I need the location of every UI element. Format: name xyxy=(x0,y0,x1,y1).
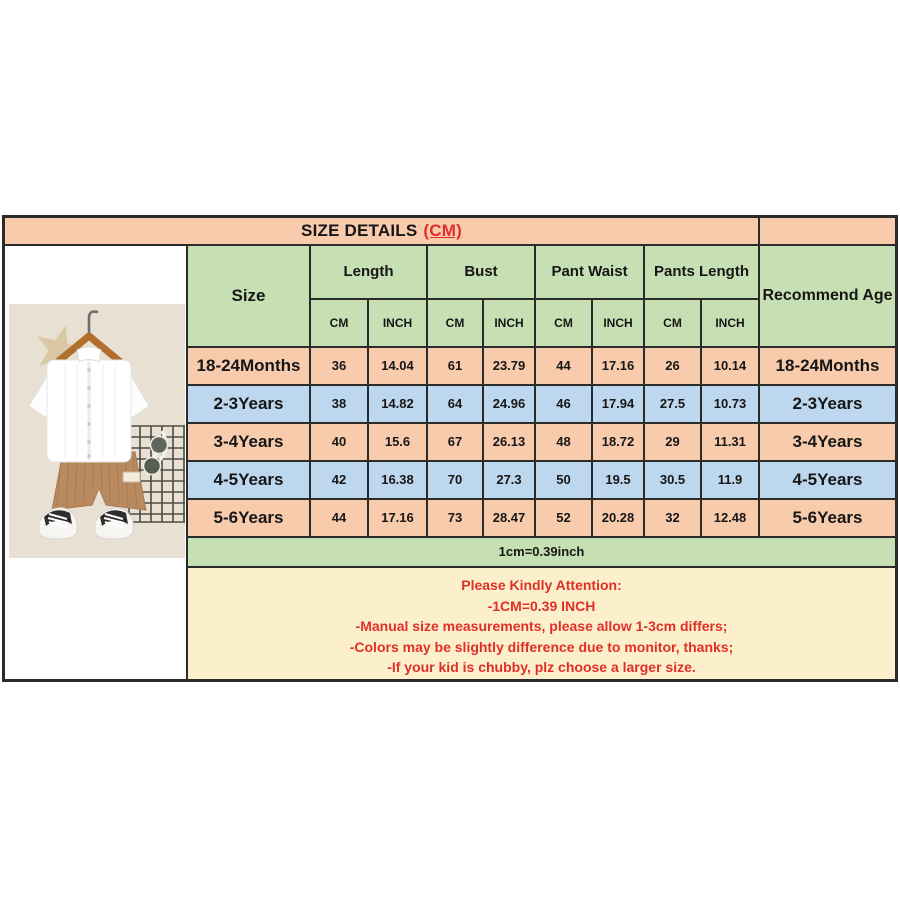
table-cell: 29 xyxy=(644,423,701,461)
table-title-text: SIZE DETAILS xyxy=(301,221,418,241)
unit-header-inch: INCH xyxy=(701,299,759,347)
table-cell: 38 xyxy=(310,385,368,423)
table-cell: 44 xyxy=(310,499,368,537)
table-cell: 32 xyxy=(644,499,701,537)
table-cell: 11.9 xyxy=(701,461,759,499)
table-cell: 20.28 xyxy=(592,499,644,537)
table-cell: 26 xyxy=(644,347,701,385)
size-label: 3-4Years xyxy=(187,423,310,461)
size-label: 5-6Years xyxy=(187,499,310,537)
table-cell: 18.72 xyxy=(592,423,644,461)
column-header-pant-waist: Pant Waist xyxy=(535,245,644,299)
size-label: 18-24Months xyxy=(187,347,310,385)
table-cell: 11.31 xyxy=(701,423,759,461)
table-cell: 52 xyxy=(535,499,592,537)
table-cell: 64 xyxy=(427,385,483,423)
column-header-pants-length: Pants Length xyxy=(644,245,759,299)
sneaker-left xyxy=(38,507,78,540)
conversion-note: 1cm=0.39inch xyxy=(187,537,896,567)
table-cell: 10.73 xyxy=(701,385,759,423)
table-cell: 17.16 xyxy=(592,347,644,385)
unit-header-cm: CM xyxy=(644,299,701,347)
table-cell: 40 xyxy=(310,423,368,461)
table-cell: 24.96 xyxy=(483,385,535,423)
size-details-table: SIZE DETAILS (CM) xyxy=(2,215,898,682)
table-cell: 30.5 xyxy=(644,461,701,499)
table-cell: 19.5 xyxy=(592,461,644,499)
table-cell: 15.6 xyxy=(368,423,427,461)
table-cell: 28.47 xyxy=(483,499,535,537)
attention-line: -If your kid is chubby, plz choose a lar… xyxy=(387,659,696,675)
size-label: 2-3Years xyxy=(187,385,310,423)
recommend-age-label: 4-5Years xyxy=(759,461,896,499)
attention-title: Please Kindly Attention: xyxy=(461,577,622,593)
attention-line: -Colors may be slightly difference due t… xyxy=(349,638,734,655)
table-cell: 50 xyxy=(535,461,592,499)
table-cell: 42 xyxy=(310,461,368,499)
attention-box: Please Kindly Attention: -1CM=0.39 INCH … xyxy=(187,567,896,680)
unit-header-inch: INCH xyxy=(483,299,535,347)
unit-header-cm: CM xyxy=(310,299,368,347)
table-cell: 27.5 xyxy=(644,385,701,423)
table-title-spacer xyxy=(759,217,896,245)
clothes-hanger xyxy=(51,310,127,368)
table-cell: 17.94 xyxy=(592,385,644,423)
table-cell: 46 xyxy=(535,385,592,423)
table-cell: 23.79 xyxy=(483,347,535,385)
table-cell: 14.04 xyxy=(368,347,427,385)
table-cell: 36 xyxy=(310,347,368,385)
column-header-size: Size xyxy=(187,245,310,347)
unit-header-inch: INCH xyxy=(368,299,427,347)
product-photo-cell xyxy=(4,245,187,680)
table-title: SIZE DETAILS (CM) xyxy=(4,217,759,245)
sneaker-right xyxy=(94,507,134,540)
shorts xyxy=(51,451,147,511)
table-cell: 26.13 xyxy=(483,423,535,461)
table-cell: 12.48 xyxy=(701,499,759,537)
shirt-collar xyxy=(76,346,102,363)
unit-header-inch: INCH xyxy=(592,299,644,347)
unit-header-cm: CM xyxy=(427,299,483,347)
table-cell: 17.16 xyxy=(368,499,427,537)
column-header-recommend-age: Recommend Age xyxy=(759,245,896,347)
shirt xyxy=(28,346,150,463)
table-cell: 14.82 xyxy=(368,385,427,423)
size-label: 4-5Years xyxy=(187,461,310,499)
recommend-age-label: 18-24Months xyxy=(759,347,896,385)
table-cell: 16.38 xyxy=(368,461,427,499)
table-cell: 10.14 xyxy=(701,347,759,385)
recommend-age-label: 2-3Years xyxy=(759,385,896,423)
recommend-age-label: 5-6Years xyxy=(759,499,896,537)
table-cell: 67 xyxy=(427,423,483,461)
column-header-bust: Bust xyxy=(427,245,535,299)
table-cell: 48 xyxy=(535,423,592,461)
table-title-unit: (CM) xyxy=(423,221,462,241)
column-header-length: Length xyxy=(310,245,427,299)
table-cell: 73 xyxy=(427,499,483,537)
table-cell: 27.3 xyxy=(483,461,535,499)
table-cell: 61 xyxy=(427,347,483,385)
product-photo xyxy=(9,304,185,558)
shirt-buttons xyxy=(87,368,91,458)
sunglasses xyxy=(142,430,169,476)
unit-header-cm: CM xyxy=(535,299,592,347)
shorts-label-patch xyxy=(122,471,141,483)
table-cell: 44 xyxy=(535,347,592,385)
attention-line: -Manual size measurements, please allow … xyxy=(355,618,728,634)
table-cell: 70 xyxy=(427,461,483,499)
attention-line: -1CM=0.39 INCH xyxy=(487,597,596,614)
recommend-age-label: 3-4Years xyxy=(759,423,896,461)
